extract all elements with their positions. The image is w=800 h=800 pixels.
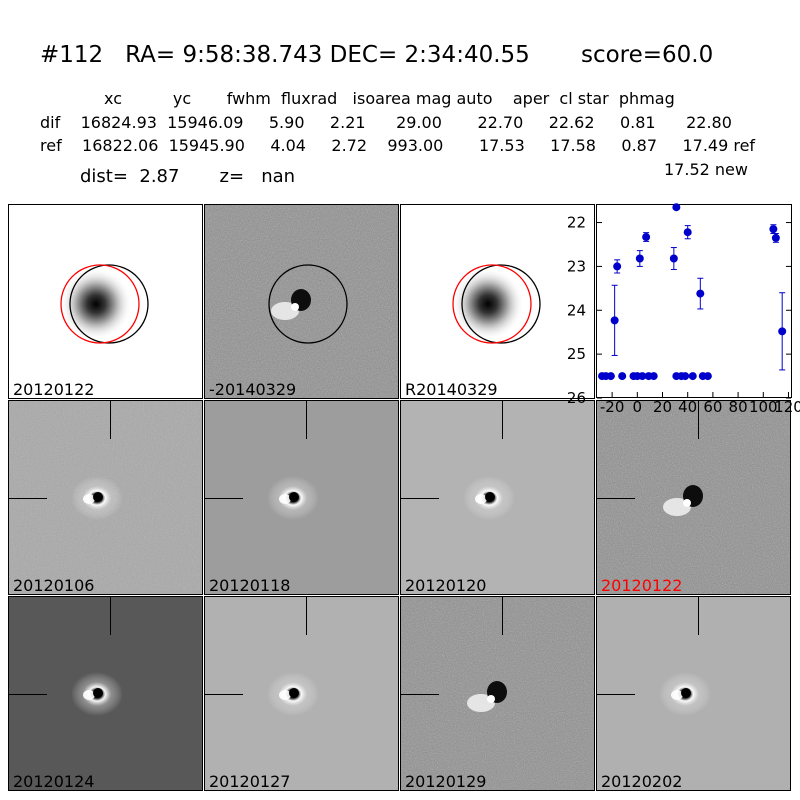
stamp-label: 20120129 — [405, 772, 487, 791]
x-tick-label: 60 — [703, 398, 722, 416]
stamp-panel: 20120127 — [204, 596, 399, 791]
stamp-label: R20140329 — [405, 380, 498, 399]
stamp-panel: 20120202 — [596, 596, 791, 791]
stamp-image — [205, 597, 398, 790]
stamp-panel: -20140329 — [204, 204, 399, 399]
reticle-horizontal — [597, 498, 635, 499]
stamp-image — [401, 205, 594, 398]
reticle-horizontal — [9, 498, 47, 499]
reticle-horizontal — [401, 694, 439, 695]
reticle-horizontal — [597, 694, 635, 695]
data-point — [613, 262, 622, 271]
y-tick-label: 24 — [567, 301, 586, 319]
dist-z-line: dist= 2.87 z= nan — [80, 166, 296, 187]
reticle-horizontal — [205, 694, 243, 695]
new-mag: 17.52 new — [664, 160, 748, 179]
reticle-vertical — [502, 401, 503, 439]
x-tick-label: 20 — [653, 398, 672, 416]
reticle-vertical — [698, 597, 699, 635]
reticle-vertical — [110, 597, 111, 635]
x-tick-label: 0 — [633, 398, 643, 416]
data-point — [618, 372, 627, 381]
y-tick-label: 26 — [567, 389, 586, 407]
data-point — [606, 372, 615, 381]
dif-row: dif 16824.93 15946.09 5.90 2.21 29.00 22… — [40, 113, 732, 132]
candidate-title: #112 RA= 9:58:38.743 DEC= 2:34:40.55 sco… — [40, 42, 714, 68]
stamp-label: 20120118 — [209, 576, 291, 595]
reticle-vertical — [502, 597, 503, 635]
data-point — [688, 372, 697, 381]
stamp-panel: 20120129 — [400, 596, 595, 791]
data-point — [683, 228, 692, 237]
stamp-label: -20140329 — [209, 380, 297, 399]
data-point — [681, 372, 690, 381]
stamp-panel: 20120106 — [8, 400, 203, 595]
stamp-image — [401, 597, 594, 790]
y-tick-label: 23 — [567, 257, 586, 275]
stamp-image — [9, 597, 202, 790]
stamp-panel: 20120122 — [596, 400, 791, 595]
x-tick-label: 80 — [729, 398, 748, 416]
data-point — [642, 233, 651, 242]
data-point — [638, 372, 647, 381]
stamp-image — [597, 401, 790, 594]
data-point — [769, 225, 778, 234]
data-point — [778, 327, 787, 336]
stamp-label: 20120124 — [13, 772, 95, 791]
y-tick-label: 22 — [567, 214, 586, 232]
reticle-horizontal — [401, 498, 439, 499]
stamp-image — [205, 205, 398, 398]
ref-row: ref 16822.06 15945.90 4.04 2.72 993.00 1… — [40, 136, 756, 155]
x-tick-label: 40 — [678, 398, 697, 416]
data-point — [669, 254, 678, 263]
data-point — [703, 372, 712, 381]
data-point — [635, 254, 644, 263]
stamp-label: 20120120 — [405, 576, 487, 595]
reticle-vertical — [698, 401, 699, 439]
reticle-vertical — [306, 597, 307, 635]
stamp-image — [401, 401, 594, 594]
data-point — [649, 372, 658, 381]
stamp-panel: 20120118 — [204, 400, 399, 595]
plot-frame — [596, 204, 792, 398]
stamp-panel: R20140329 — [400, 204, 595, 399]
data-point — [771, 233, 780, 242]
stamp-label: 20120122 — [601, 576, 683, 595]
stamp-panel: 20120120 — [400, 400, 595, 595]
data-point — [672, 203, 681, 212]
x-tick-label: 100 — [749, 398, 778, 416]
stamp-label: 20120106 — [13, 576, 95, 595]
stamp-label: 20120202 — [601, 772, 683, 791]
data-point — [610, 316, 619, 325]
x-tick-label: 120 — [774, 398, 800, 416]
reticle-horizontal — [9, 694, 47, 695]
columns-header: xc yc fwhm fluxrad isoarea mag auto aper… — [104, 89, 675, 108]
x-tick-label: -20 — [600, 398, 625, 416]
stamp-image — [597, 597, 790, 790]
stamp-panel: 20120124 — [8, 596, 203, 791]
reticle-vertical — [110, 401, 111, 439]
data-point — [696, 289, 705, 298]
stamp-image — [9, 401, 202, 594]
stamp-image — [205, 401, 398, 594]
stamp-image — [9, 205, 202, 398]
y-tick-label: 25 — [567, 345, 586, 363]
reticle-horizontal — [205, 498, 243, 499]
stamp-label: 20120127 — [209, 772, 291, 791]
stamp-panel: 20120122 — [8, 204, 203, 399]
reticle-vertical — [306, 401, 307, 439]
stamp-label: 20120122 — [13, 380, 95, 399]
